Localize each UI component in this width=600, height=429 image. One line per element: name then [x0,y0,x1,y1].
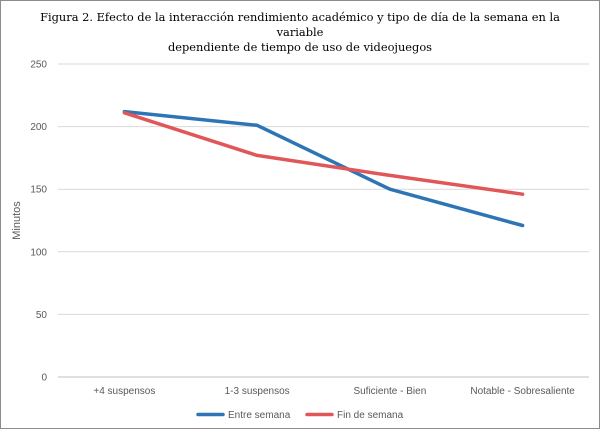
x-tick-label: Notable - Sobresaliente [470,386,575,397]
y-tick-label: 100 [30,247,47,258]
legend: Entre semana Fin de semana [196,410,404,421]
x-tick-label: 1-3 suspensos [225,386,290,397]
y-tick-label: 150 [30,185,47,196]
series-line-fin-de-semana [122,111,525,196]
x-tick-label: +4 suspensos [93,386,155,397]
chart-title: Figura 2. Efecto de la interacción rendi… [21,10,579,55]
legend-label: Fin de semana [337,410,404,421]
x-axis-ticks: +4 suspensos 1-3 suspensos Suficiente - Bi… [93,386,575,397]
legend-label: Entre semana [228,410,291,421]
y-axis-ticks: 0 50 100 150 200 250 [30,60,47,384]
y-axis-title: Minutos [11,201,23,240]
y-tick-label: 0 [41,373,47,384]
x-tick-label: Suficiente - Bien [353,386,426,397]
gridlines [58,63,589,378]
y-tick-label: 50 [36,310,48,321]
y-tick-label: 200 [30,122,47,133]
series-line-entre-semana [122,109,525,228]
chart-title-line-1: Figura 2. Efecto de la interacción rendi… [40,10,560,39]
series-lines [122,109,525,228]
y-tick-label: 250 [30,60,47,71]
chart-title-line-2: dependiente de tiempo de uso de videojue… [167,40,433,54]
